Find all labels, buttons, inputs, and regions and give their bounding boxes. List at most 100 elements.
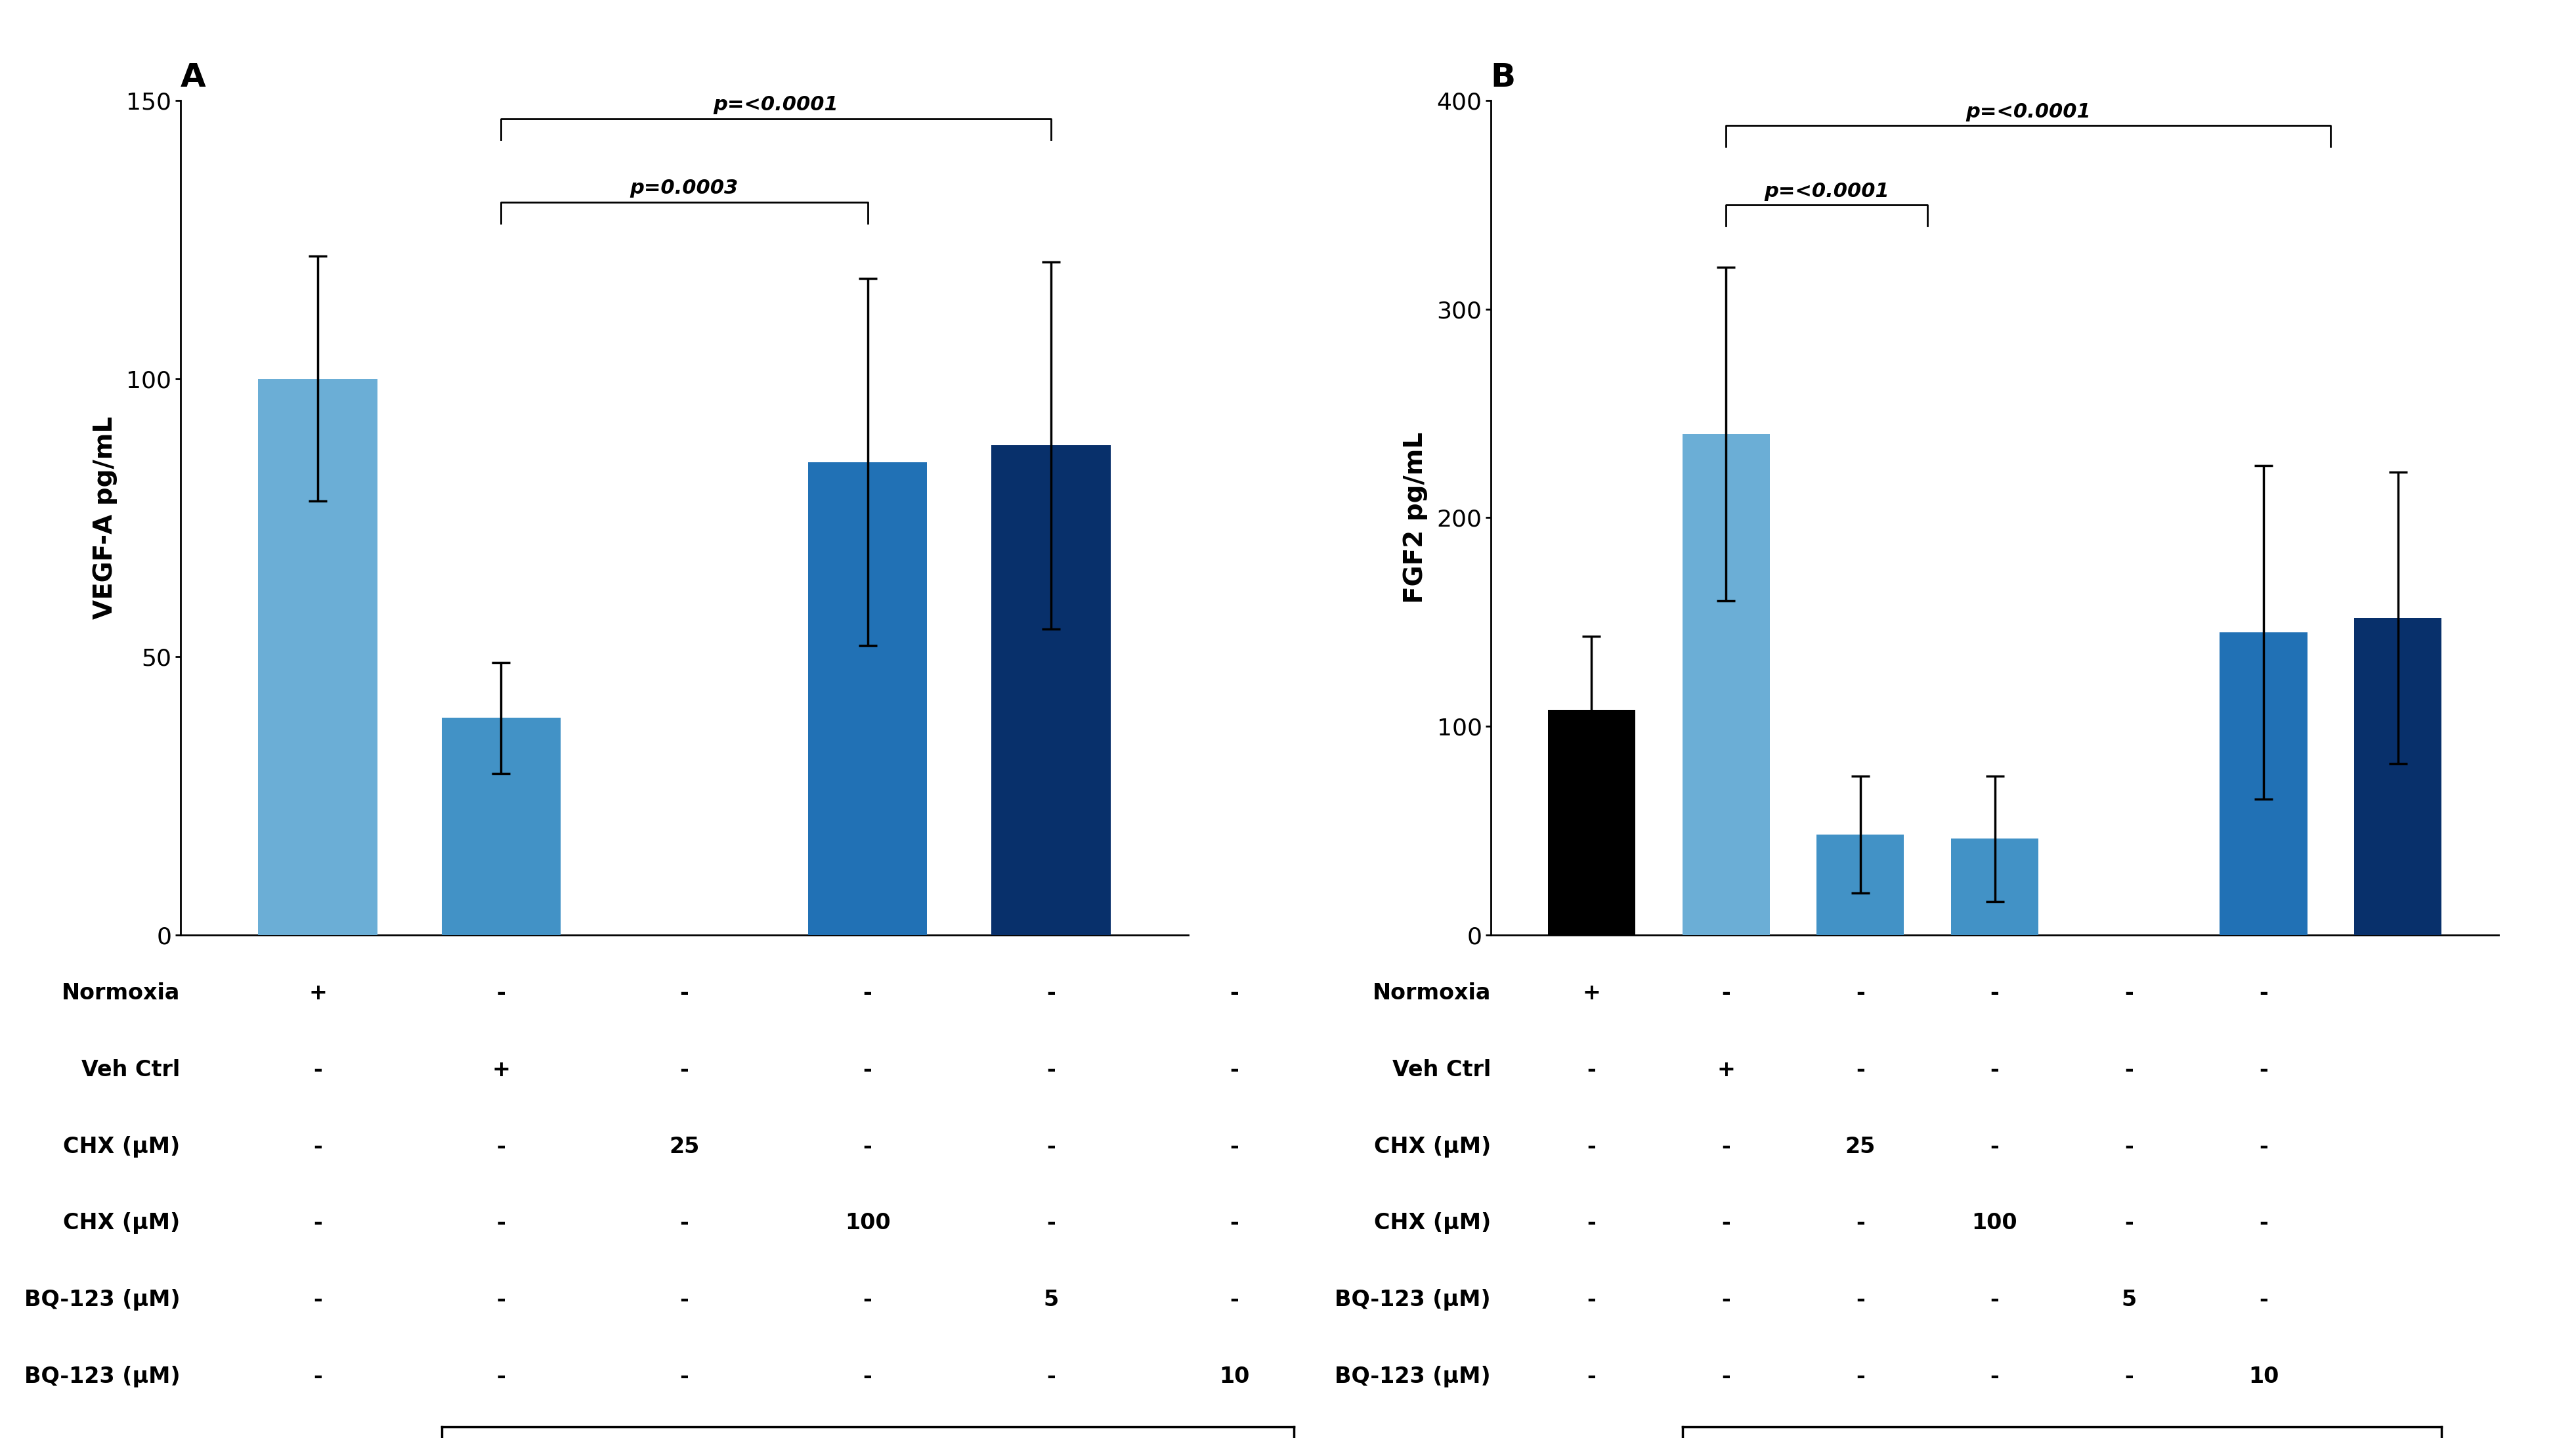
- Text: A: A: [180, 62, 206, 93]
- Text: -: -: [1046, 1212, 1056, 1234]
- Text: -: -: [1721, 1212, 1731, 1234]
- Bar: [2221, 633, 2308, 935]
- Text: -: -: [1855, 1212, 1865, 1234]
- Text: -: -: [1587, 1366, 1597, 1388]
- Text: -: -: [863, 982, 873, 1004]
- Text: -: -: [680, 1290, 688, 1311]
- Bar: [1548, 709, 1636, 935]
- Bar: [1950, 838, 2038, 935]
- Text: -: -: [680, 1058, 688, 1080]
- Text: BQ-123 (μM): BQ-123 (μM): [1334, 1366, 1492, 1388]
- Text: -: -: [863, 1290, 873, 1311]
- Text: -: -: [1587, 1058, 1597, 1080]
- Text: -: -: [1587, 1290, 1597, 1311]
- Text: -: -: [1855, 1290, 1865, 1311]
- Text: +: +: [492, 1058, 510, 1080]
- Text: B: B: [1492, 62, 1515, 93]
- Text: BQ-123 (μM): BQ-123 (μM): [23, 1366, 180, 1388]
- Text: -: -: [1721, 1366, 1731, 1388]
- Text: -: -: [2259, 1058, 2267, 1080]
- Bar: [440, 718, 562, 935]
- Text: -: -: [1991, 1366, 1999, 1388]
- Text: -: -: [2125, 1212, 2133, 1234]
- Text: p=<0.0001: p=<0.0001: [1965, 102, 2092, 122]
- Text: 25: 25: [670, 1136, 701, 1158]
- Text: -: -: [2259, 982, 2267, 1004]
- Text: +: +: [1716, 1058, 1736, 1080]
- Text: -: -: [863, 1366, 873, 1388]
- Text: 100: 100: [845, 1212, 891, 1234]
- Text: CHX (μM): CHX (μM): [1373, 1136, 1492, 1158]
- Text: -: -: [1721, 1290, 1731, 1311]
- Text: -: -: [2125, 982, 2133, 1004]
- Text: -: -: [2259, 1136, 2267, 1158]
- Text: -: -: [1991, 1290, 1999, 1311]
- Text: -: -: [1229, 1212, 1239, 1234]
- Bar: [258, 378, 376, 935]
- Bar: [809, 462, 927, 935]
- Text: -: -: [1229, 1136, 1239, 1158]
- Text: -: -: [1855, 1058, 1865, 1080]
- Text: -: -: [1229, 982, 1239, 1004]
- Text: 10: 10: [2249, 1366, 2280, 1388]
- Text: -: -: [680, 1366, 688, 1388]
- Text: -: -: [497, 1212, 505, 1234]
- Text: -: -: [2125, 1136, 2133, 1158]
- Text: -: -: [1046, 1136, 1056, 1158]
- Text: BQ-123 (μM): BQ-123 (μM): [1334, 1290, 1492, 1311]
- Y-axis label: VEGF-A pg/mL: VEGF-A pg/mL: [93, 416, 118, 620]
- Bar: [1682, 434, 1770, 935]
- Text: p=<0.0001: p=<0.0001: [714, 95, 840, 115]
- Text: 100: 100: [1971, 1212, 2017, 1234]
- Text: -: -: [497, 1290, 505, 1311]
- Text: Veh Ctrl: Veh Ctrl: [82, 1058, 180, 1080]
- Text: p=<0.0001: p=<0.0001: [1765, 181, 1888, 201]
- Text: +: +: [1582, 982, 1600, 1004]
- Text: -: -: [863, 1058, 873, 1080]
- Text: -: -: [497, 982, 505, 1004]
- Text: -: -: [1991, 1058, 1999, 1080]
- Text: -: -: [1991, 1136, 1999, 1158]
- Text: -: -: [1587, 1212, 1597, 1234]
- Text: CHX (μM): CHX (μM): [64, 1136, 180, 1158]
- Text: -: -: [314, 1366, 322, 1388]
- Bar: [992, 446, 1110, 935]
- Text: -: -: [1046, 982, 1056, 1004]
- Y-axis label: FGF2 pg/mL: FGF2 pg/mL: [1404, 431, 1427, 604]
- Text: -: -: [2259, 1212, 2267, 1234]
- Text: -: -: [314, 1058, 322, 1080]
- Text: +: +: [309, 982, 327, 1004]
- Text: p=0.0003: p=0.0003: [631, 178, 739, 198]
- Text: Normoxia: Normoxia: [62, 982, 180, 1004]
- Text: 25: 25: [1844, 1136, 1875, 1158]
- Text: Normoxia: Normoxia: [1373, 982, 1492, 1004]
- Text: Veh Ctrl: Veh Ctrl: [1391, 1058, 1492, 1080]
- Text: -: -: [1229, 1058, 1239, 1080]
- Text: -: -: [314, 1290, 322, 1311]
- Text: -: -: [680, 1212, 688, 1234]
- Text: 10: 10: [1218, 1366, 1249, 1388]
- Text: -: -: [2259, 1290, 2267, 1311]
- Text: -: -: [1046, 1058, 1056, 1080]
- Text: -: -: [1721, 1136, 1731, 1158]
- Bar: [2354, 618, 2442, 935]
- Text: -: -: [680, 982, 688, 1004]
- Text: -: -: [497, 1366, 505, 1388]
- Text: -: -: [1721, 982, 1731, 1004]
- Bar: [1816, 834, 1904, 935]
- Text: CHX (μM): CHX (μM): [64, 1212, 180, 1234]
- Text: -: -: [1587, 1136, 1597, 1158]
- Text: -: -: [2125, 1366, 2133, 1388]
- Text: -: -: [1046, 1366, 1056, 1388]
- Text: -: -: [1991, 982, 1999, 1004]
- Text: -: -: [1855, 1366, 1865, 1388]
- Text: -: -: [314, 1212, 322, 1234]
- Text: CHX (μM): CHX (μM): [1373, 1212, 1492, 1234]
- Text: -: -: [1229, 1290, 1239, 1311]
- Text: -: -: [1855, 982, 1865, 1004]
- Text: -: -: [2125, 1058, 2133, 1080]
- Text: 5: 5: [1043, 1290, 1059, 1311]
- Text: -: -: [863, 1136, 873, 1158]
- Text: -: -: [314, 1136, 322, 1158]
- Text: 5: 5: [2123, 1290, 2136, 1311]
